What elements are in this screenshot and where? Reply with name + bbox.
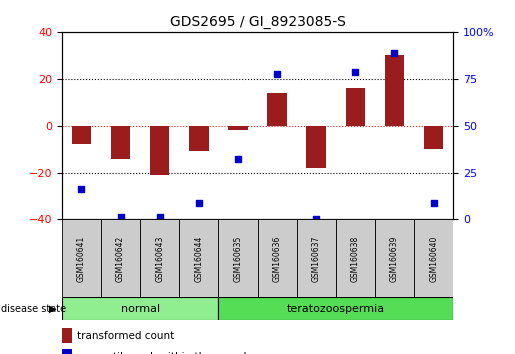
Bar bbox=[101, 219, 140, 297]
Point bbox=[312, 217, 320, 222]
Text: disease state: disease state bbox=[1, 304, 66, 314]
Point bbox=[77, 186, 85, 192]
Text: GSM160643: GSM160643 bbox=[155, 235, 164, 282]
Bar bbox=[218, 297, 453, 320]
Bar bbox=[346, 88, 365, 126]
Bar bbox=[62, 219, 101, 297]
Text: transformed count: transformed count bbox=[77, 331, 175, 341]
Text: GSM160636: GSM160636 bbox=[272, 235, 282, 282]
Bar bbox=[62, 297, 218, 320]
Bar bbox=[258, 219, 297, 297]
Bar bbox=[218, 219, 258, 297]
Text: GSM160639: GSM160639 bbox=[390, 235, 399, 282]
Bar bbox=[150, 126, 169, 175]
Bar bbox=[228, 126, 248, 130]
Text: GSM160640: GSM160640 bbox=[429, 235, 438, 282]
Bar bbox=[111, 126, 130, 159]
Bar bbox=[179, 219, 218, 297]
Point bbox=[116, 214, 125, 220]
Bar bbox=[375, 219, 414, 297]
Bar bbox=[385, 55, 404, 126]
Text: GSM160637: GSM160637 bbox=[312, 235, 321, 282]
Point bbox=[195, 200, 203, 206]
Bar bbox=[267, 93, 287, 126]
Bar bbox=[62, 349, 72, 354]
Text: GSM160638: GSM160638 bbox=[351, 235, 360, 281]
Bar bbox=[297, 219, 336, 297]
Point bbox=[390, 50, 399, 56]
Text: teratozoospermia: teratozoospermia bbox=[287, 304, 385, 314]
Text: GSM160642: GSM160642 bbox=[116, 235, 125, 281]
Bar bbox=[424, 126, 443, 149]
Bar bbox=[306, 126, 326, 168]
Text: normal: normal bbox=[121, 304, 160, 314]
Text: GSM160641: GSM160641 bbox=[77, 235, 86, 281]
Text: GSM160644: GSM160644 bbox=[194, 235, 203, 282]
Text: GSM160635: GSM160635 bbox=[233, 235, 243, 282]
Bar bbox=[189, 126, 209, 152]
Bar bbox=[414, 219, 453, 297]
Text: ▶: ▶ bbox=[49, 304, 57, 314]
Point bbox=[273, 71, 281, 77]
Title: GDS2695 / GI_8923085-S: GDS2695 / GI_8923085-S bbox=[169, 16, 346, 29]
Bar bbox=[336, 219, 375, 297]
Bar bbox=[140, 219, 179, 297]
Point bbox=[234, 156, 242, 161]
Bar bbox=[62, 328, 72, 343]
Point bbox=[156, 214, 164, 220]
Point bbox=[351, 69, 359, 75]
Bar bbox=[72, 126, 91, 144]
Text: percentile rank within the sample: percentile rank within the sample bbox=[77, 352, 253, 354]
Point bbox=[430, 200, 438, 206]
